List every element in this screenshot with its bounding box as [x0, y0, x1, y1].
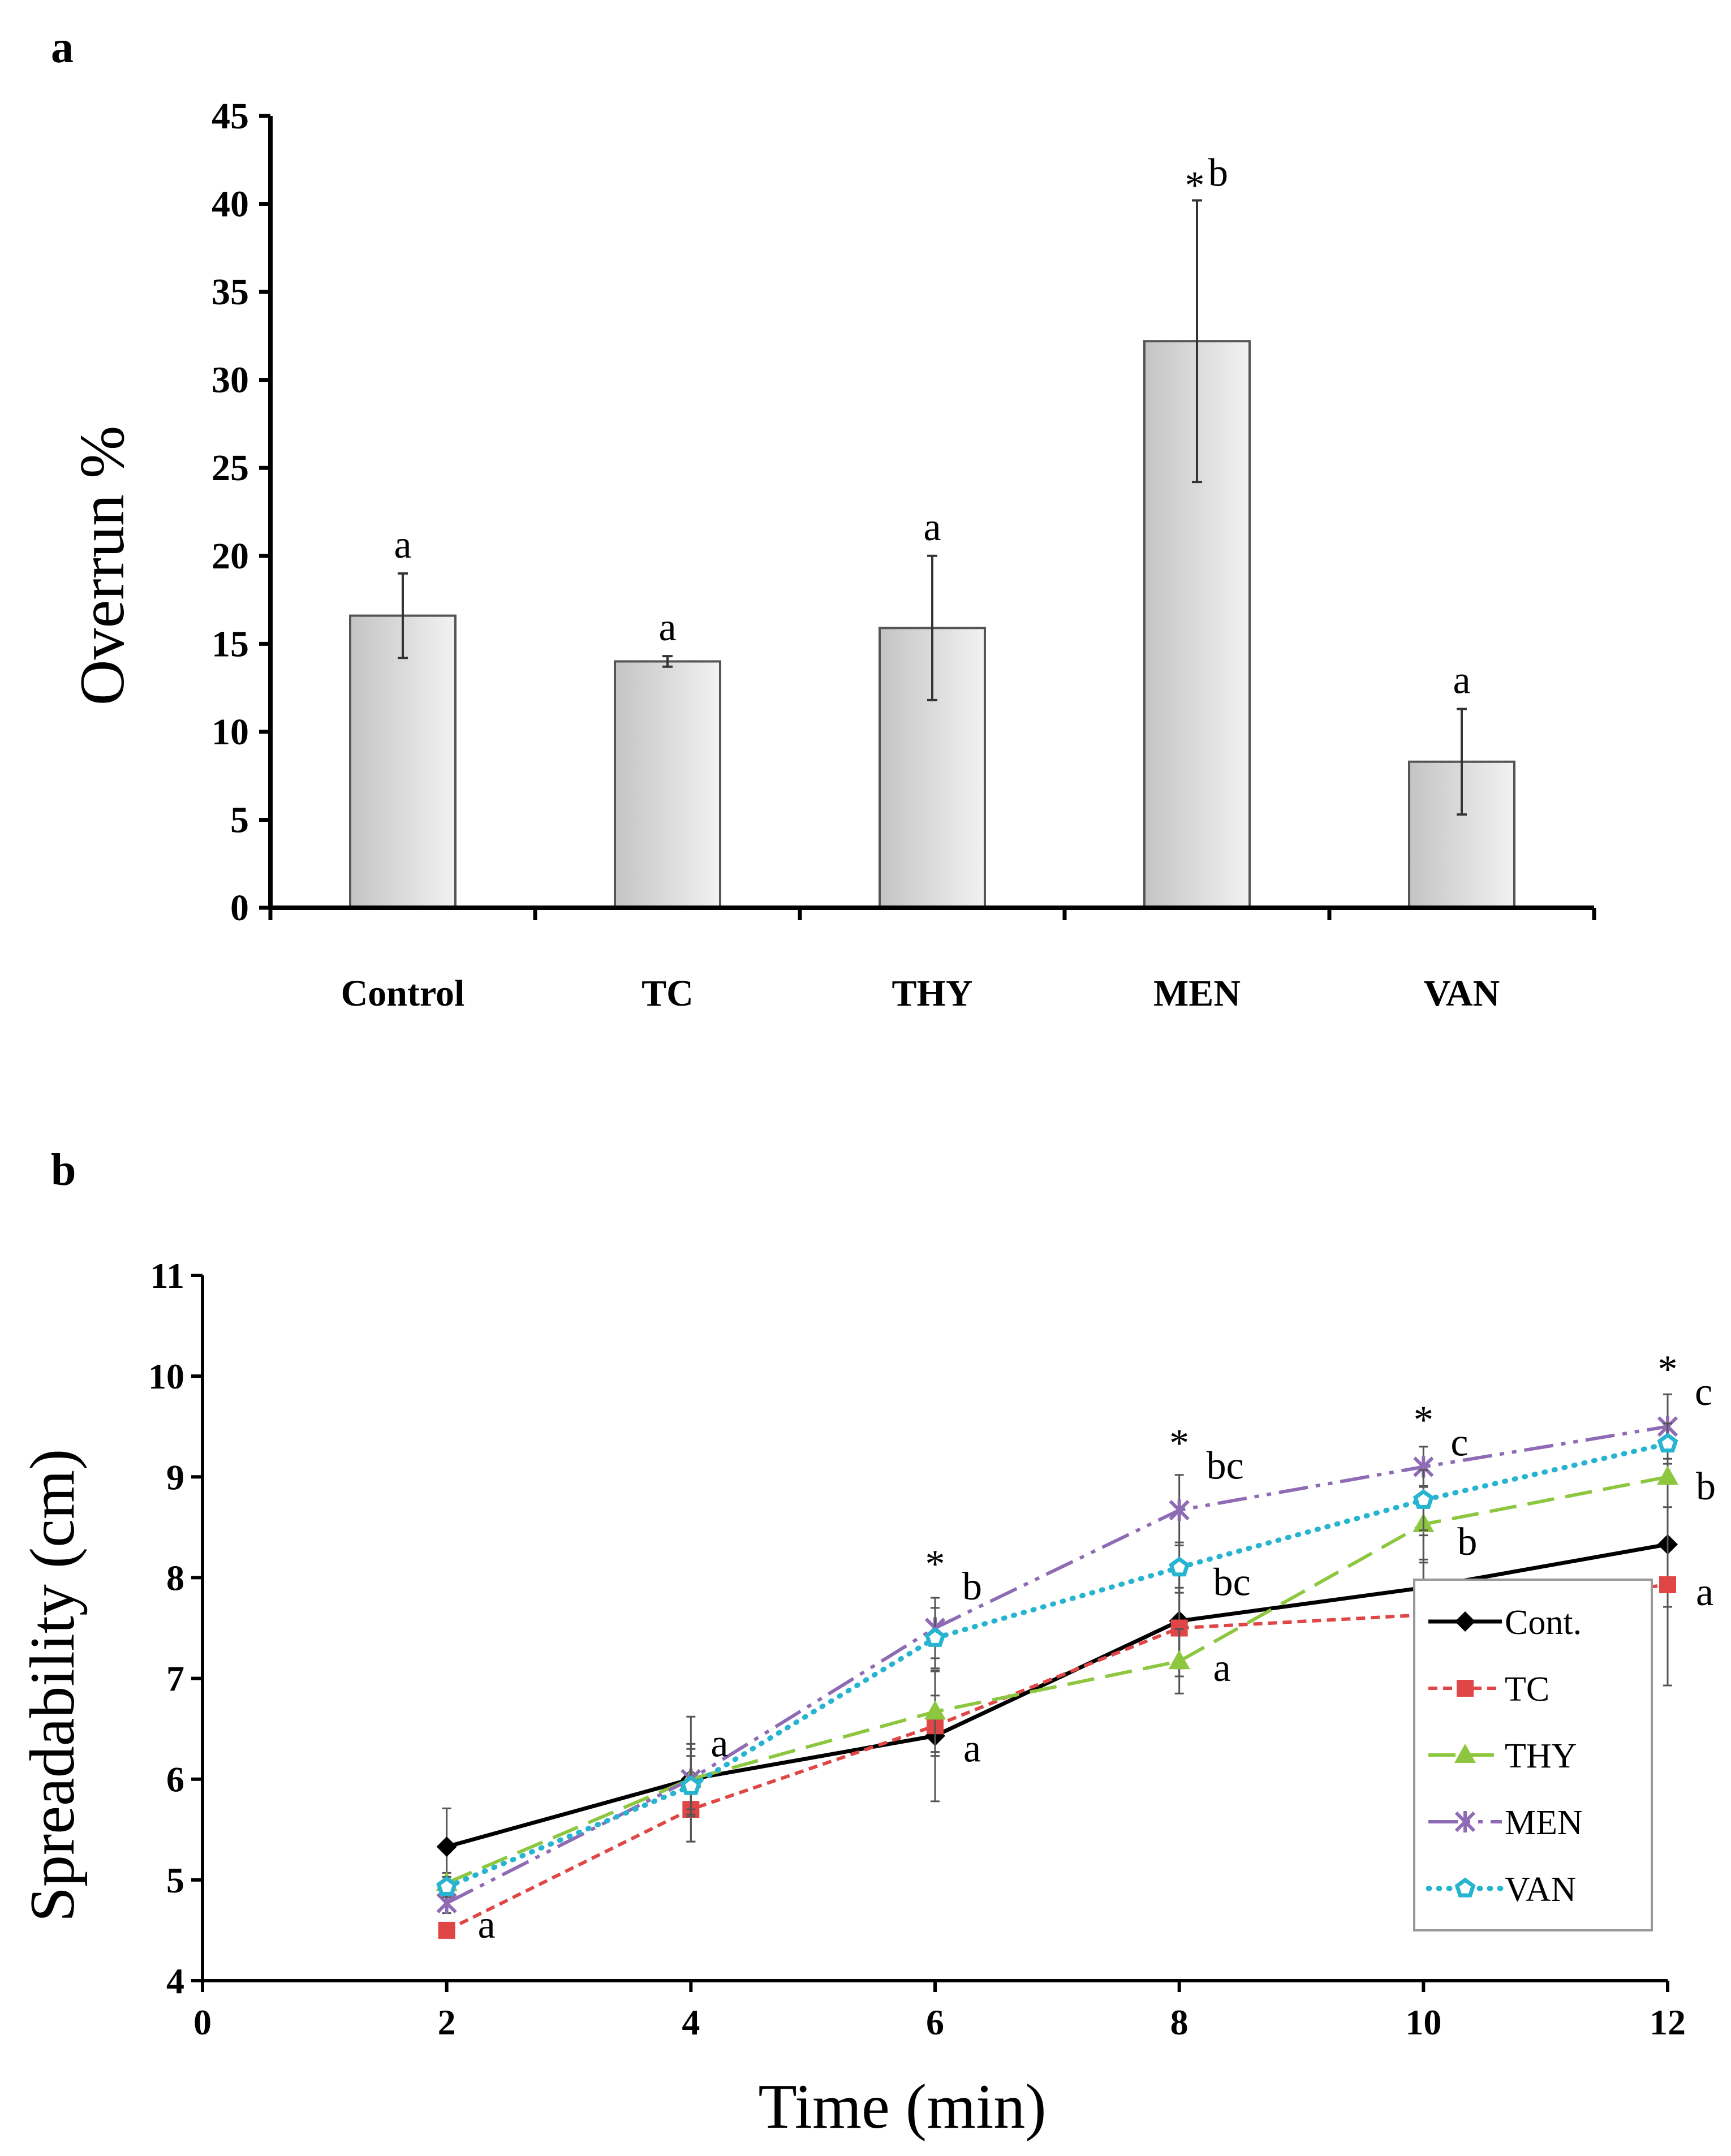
group-letter: a [963, 1727, 981, 1770]
legend-entry-label: TC [1505, 1670, 1549, 1709]
y-tick-label: 7 [166, 1659, 184, 1699]
group-letter: b [1696, 1465, 1716, 1508]
line-chart-spreadability: 4567891011024681012*baa*ba*bcbca*cba*cba… [148, 1256, 1716, 2042]
group-letter: a [658, 606, 676, 649]
series-line [446, 1425, 1668, 1905]
marker-star [1169, 1499, 1190, 1521]
marker-diamond [1455, 1611, 1475, 1632]
group-letter: bc [1207, 1444, 1244, 1487]
marker-pentagon [436, 1875, 458, 1896]
group-letter: b [962, 1565, 982, 1609]
marker-pentagon [924, 1627, 946, 1647]
panel-b-label: b [51, 1145, 76, 1195]
marker-triangle [924, 1700, 946, 1720]
x-tick-label: 6 [926, 2002, 944, 2042]
group-letter: bc [1213, 1560, 1251, 1604]
marker-square [1457, 1680, 1474, 1697]
y-tick-label: 15 [212, 623, 249, 665]
y-tick-label: 20 [212, 536, 249, 577]
series-line [444, 1441, 1670, 1890]
legend-entry-label: THY [1505, 1737, 1577, 1775]
group-letter: a [1696, 1571, 1713, 1614]
x-category-label: TC [641, 973, 694, 1014]
bar-tc [614, 660, 721, 909]
spreadability-y-axis-label: Spreadability (cm) [18, 1449, 88, 1922]
significance-star: * [1414, 1398, 1433, 1442]
y-tick-label: 10 [212, 712, 249, 753]
marker-triangle [1454, 1744, 1476, 1763]
legend: Cont. TC THY MEN VAN [1413, 1579, 1653, 1931]
marker-triangle [1168, 1650, 1190, 1670]
group-letter: b [1457, 1520, 1477, 1564]
x-tick-label: 0 [193, 2002, 212, 2042]
x-tick-label: 2 [438, 2002, 456, 2042]
marker-square [1659, 1576, 1676, 1593]
y-tick-label: 9 [166, 1457, 184, 1497]
marker-pentagon [1454, 1877, 1476, 1898]
marker-triangle [1657, 1465, 1678, 1485]
group-letter: a [478, 1903, 496, 1947]
legend-entry-label: VAN [1505, 1870, 1576, 1909]
marker-diamond [436, 1836, 457, 1857]
series-line [446, 1475, 1668, 1885]
overrun-y-axis-label: Overrun % [67, 426, 137, 705]
x-tick-label: 4 [682, 2002, 700, 2042]
x-category-label: MEN [1153, 973, 1241, 1014]
y-tick-label: 5 [230, 799, 249, 840]
x-category-label: Control [341, 973, 465, 1014]
y-tick-label: 5 [166, 1860, 184, 1900]
y-tick-label: 0 [230, 887, 249, 929]
group-letter: c [1695, 1370, 1712, 1414]
significance-star: * [925, 1542, 945, 1586]
group-letter: a [394, 523, 411, 567]
marker-pentagon [680, 1775, 701, 1795]
x-category-label: THY [892, 973, 972, 1014]
series-van [436, 1422, 1678, 1898]
y-tick-label: 40 [212, 184, 249, 225]
y-tick-label: 35 [212, 271, 249, 313]
group-letter: c [1450, 1421, 1468, 1464]
group-letter: a [923, 506, 941, 549]
y-tick-label: 4 [166, 1961, 184, 2001]
marker-pentagon [1657, 1433, 1678, 1453]
significance-star: * [1169, 1421, 1189, 1465]
bar-control [349, 614, 457, 909]
x-tick-label: 8 [1170, 2002, 1189, 2042]
group-letter: a [1213, 1646, 1231, 1690]
marker-square [438, 1921, 455, 1939]
y-tick-label: 10 [148, 1356, 184, 1396]
y-tick-label: 6 [166, 1760, 184, 1800]
marker-pentagon [1413, 1489, 1434, 1509]
x-tick-label: 12 [1650, 2002, 1686, 2042]
panel-a-label: a [51, 23, 74, 72]
x-category-label: VAN [1424, 973, 1500, 1014]
y-tick-label: 45 [212, 96, 249, 137]
y-tick-label: 30 [212, 360, 249, 401]
group-letter: a [711, 1722, 728, 1765]
legend-entry-label: MEN [1505, 1804, 1583, 1842]
bar-chart-overrun: 0 5 10 15 20 25 30 35 40 45 Control a TC a THY a MEN * b VA… [212, 96, 1596, 1014]
significance-star: * [1658, 1348, 1678, 1391]
group-letter: a [1453, 658, 1470, 702]
significance-star: * [1185, 163, 1205, 207]
group-letter: b [1208, 151, 1228, 195]
legend-entry-label: Cont. [1505, 1603, 1582, 1642]
marker-pentagon [1169, 1556, 1190, 1577]
y-tick-label: 25 [212, 447, 249, 489]
time-x-axis-label: Time (min) [758, 2072, 1046, 2142]
y-tick-label: 8 [166, 1558, 184, 1598]
x-tick-label: 10 [1405, 2002, 1441, 2042]
y-tick-label: 11 [150, 1256, 184, 1296]
marker-star [1454, 1811, 1476, 1832]
